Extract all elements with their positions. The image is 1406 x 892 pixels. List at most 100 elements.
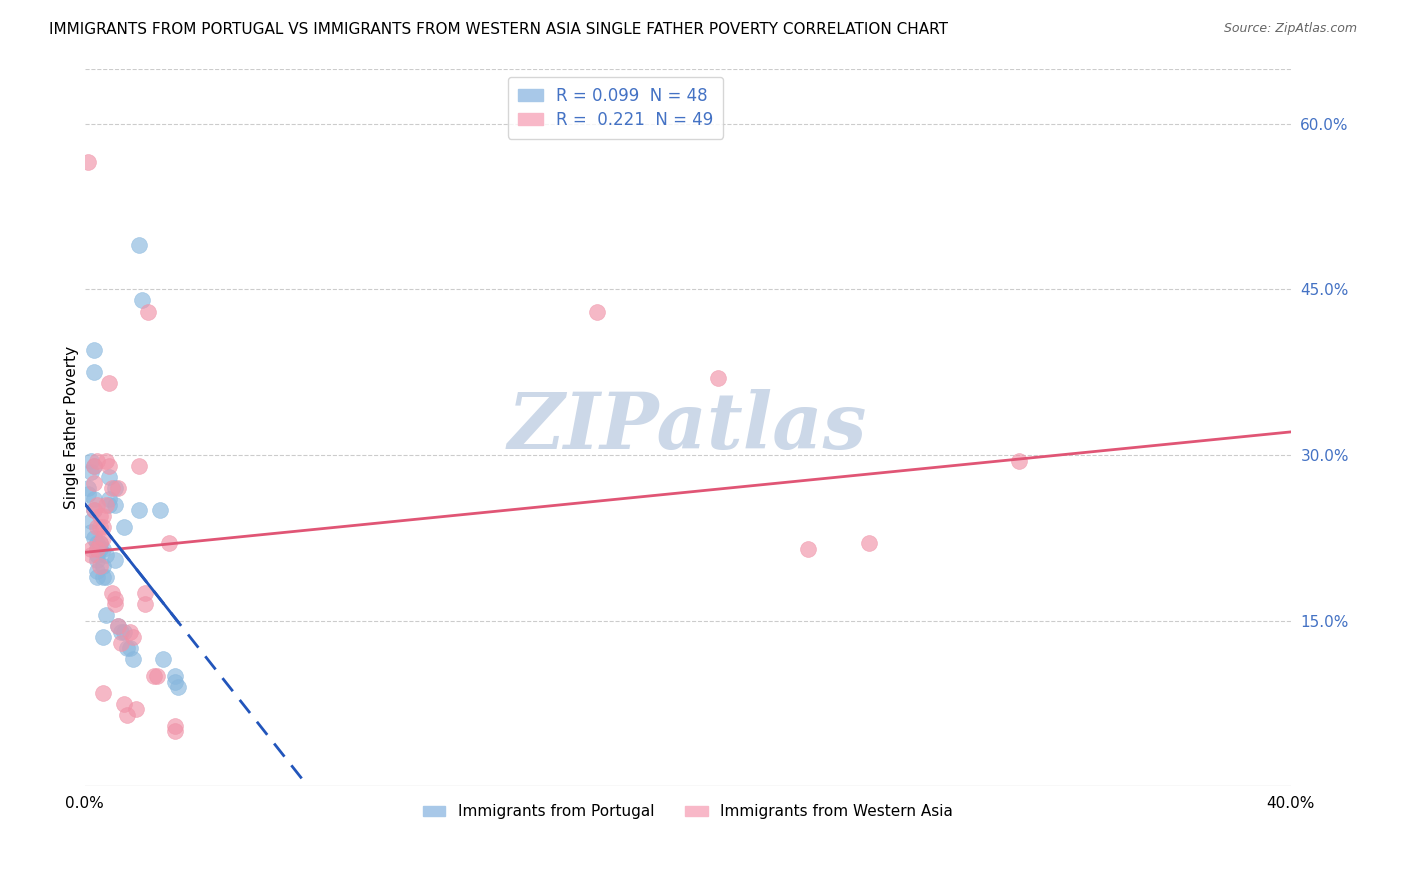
Point xyxy=(104,591,127,606)
Point xyxy=(83,475,105,490)
Point xyxy=(97,376,120,391)
Point xyxy=(165,674,187,689)
Point xyxy=(80,453,103,467)
Point xyxy=(118,624,141,639)
Point xyxy=(128,459,150,474)
Point xyxy=(91,631,114,645)
Point xyxy=(112,697,135,711)
Legend: Immigrants from Portugal, Immigrants from Western Asia: Immigrants from Portugal, Immigrants fro… xyxy=(416,798,959,825)
Point xyxy=(83,343,105,358)
Point xyxy=(76,155,98,169)
Point xyxy=(80,515,103,529)
Point xyxy=(86,498,108,512)
Point xyxy=(80,541,103,556)
Point xyxy=(83,531,105,545)
Point xyxy=(122,652,145,666)
Point xyxy=(83,365,105,379)
Point xyxy=(107,619,129,633)
Point xyxy=(83,503,105,517)
Point xyxy=(94,548,117,562)
Point xyxy=(134,597,156,611)
Point xyxy=(128,503,150,517)
Point xyxy=(89,536,111,550)
Point xyxy=(107,481,129,495)
Point xyxy=(128,238,150,252)
Point xyxy=(91,558,114,573)
Point xyxy=(165,669,187,683)
Point xyxy=(152,652,174,666)
Point xyxy=(797,541,820,556)
Point xyxy=(83,459,105,474)
Point xyxy=(1008,453,1031,467)
Point xyxy=(86,541,108,556)
Point xyxy=(86,520,108,534)
Point xyxy=(80,548,103,562)
Point xyxy=(101,481,124,495)
Point xyxy=(91,541,114,556)
Text: ZIPatlas: ZIPatlas xyxy=(508,389,868,466)
Point xyxy=(91,531,114,545)
Point xyxy=(91,569,114,583)
Point xyxy=(104,553,127,567)
Point xyxy=(104,597,127,611)
Point xyxy=(149,503,172,517)
Point xyxy=(143,669,166,683)
Point xyxy=(80,465,103,479)
Point xyxy=(586,304,609,318)
Point xyxy=(86,564,108,578)
Point xyxy=(165,724,187,739)
Point xyxy=(94,569,117,583)
Text: Source: ZipAtlas.com: Source: ZipAtlas.com xyxy=(1223,22,1357,36)
Point xyxy=(83,503,105,517)
Point xyxy=(80,525,103,540)
Point xyxy=(94,608,117,623)
Point xyxy=(107,619,129,633)
Point xyxy=(122,631,145,645)
Point xyxy=(134,586,156,600)
Point xyxy=(146,669,169,683)
Point xyxy=(97,492,120,507)
Point xyxy=(89,536,111,550)
Point xyxy=(86,541,108,556)
Point xyxy=(91,508,114,523)
Point xyxy=(83,492,105,507)
Point xyxy=(76,487,98,501)
Point xyxy=(165,719,187,733)
Point xyxy=(104,481,127,495)
Point xyxy=(115,707,138,722)
Point xyxy=(115,641,138,656)
Point xyxy=(97,459,120,474)
Point xyxy=(94,498,117,512)
Point xyxy=(110,636,132,650)
Point xyxy=(86,536,108,550)
Point xyxy=(89,508,111,523)
Point xyxy=(167,680,190,694)
Point xyxy=(110,624,132,639)
Point xyxy=(91,685,114,699)
Point xyxy=(97,470,120,484)
Point xyxy=(89,520,111,534)
Point xyxy=(112,520,135,534)
Point xyxy=(86,453,108,467)
Point xyxy=(89,541,111,556)
Point xyxy=(157,536,180,550)
Point xyxy=(94,453,117,467)
Point xyxy=(125,702,148,716)
Point xyxy=(101,586,124,600)
Point xyxy=(86,548,108,562)
Point xyxy=(131,293,153,308)
Point xyxy=(707,371,730,385)
Point xyxy=(89,558,111,573)
Point xyxy=(104,498,127,512)
Point xyxy=(136,304,159,318)
Point xyxy=(858,536,880,550)
Point xyxy=(112,624,135,639)
Point xyxy=(86,569,108,583)
Point xyxy=(118,641,141,656)
Point xyxy=(76,481,98,495)
Y-axis label: Single Father Poverty: Single Father Poverty xyxy=(65,346,79,509)
Point xyxy=(86,553,108,567)
Point xyxy=(97,498,120,512)
Point xyxy=(83,459,105,474)
Point xyxy=(91,520,114,534)
